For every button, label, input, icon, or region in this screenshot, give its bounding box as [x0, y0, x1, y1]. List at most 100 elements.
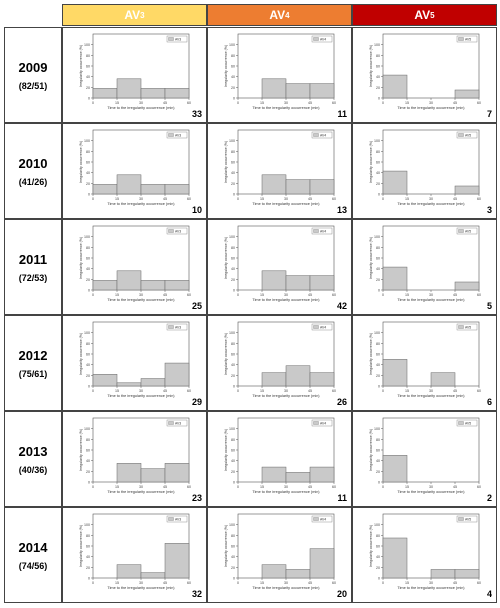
y-tick-label: 100: [229, 331, 235, 335]
x-tick-label: 30: [429, 389, 433, 393]
x-tick-label: 0: [382, 293, 384, 297]
x-tick-label: 30: [139, 389, 143, 393]
x-tick-label: 0: [382, 389, 384, 393]
y-tick-label: 0: [378, 97, 380, 101]
y-tick-label: 0: [378, 385, 380, 389]
y-tick-label: 40: [376, 555, 380, 559]
x-axis-label: Time to the irregularity occurrence (min…: [252, 394, 320, 398]
y-tick-label: 0: [233, 97, 235, 101]
y-tick-label: 40: [86, 171, 90, 175]
y-tick-label: 60: [231, 65, 235, 69]
x-tick-label: 0: [237, 197, 239, 201]
legend-box: [456, 35, 478, 43]
panel-count-label: 29: [191, 397, 202, 407]
y-tick-label: 60: [86, 353, 90, 357]
y-tick-label: 100: [84, 139, 90, 143]
bar-chart-svg: 0 20 40 60 80 100 0 15 30 45 60 Time to the irregul…: [79, 417, 191, 494]
x-tick-label: 60: [477, 197, 481, 201]
y-tick-label: 20: [231, 566, 235, 570]
bar: [285, 569, 311, 579]
y-tick-label: 0: [378, 193, 380, 197]
row-year: 2014: [18, 539, 48, 555]
panel-count-label: 42: [336, 301, 347, 311]
x-axis-label: Time to the irregularity occurrence (min…: [107, 394, 175, 398]
x-tick-label: 0: [382, 581, 384, 585]
bar-chart-svg: 0 20 40 60 80 100 0 15 30 45 60 Time to the irregul…: [369, 321, 481, 398]
bar-chart-svg: 0 20 40 60 80 100 0 15 30 45 60 Time to the irregul…: [224, 321, 336, 398]
y-tick-label: 40: [86, 459, 90, 463]
y-tick-label: 80: [376, 150, 380, 154]
panel-count-label: 32: [191, 589, 202, 599]
legend-box: [456, 515, 478, 523]
y-tick-label: 60: [86, 65, 90, 69]
bar: [382, 455, 408, 483]
y-tick-label: 20: [86, 374, 90, 378]
chart-panel-2014-AV4: 0 20 40 60 80 100 0 15 30 45 60 Time to the irregul…: [207, 507, 352, 603]
x-axis-label: Time to the irregularity occurrence (min…: [107, 490, 175, 494]
bar: [454, 89, 480, 99]
legend-box: [166, 227, 188, 235]
legend-label: AV4: [320, 229, 326, 233]
y-tick-label: 60: [376, 545, 380, 549]
y-tick-label: 60: [231, 449, 235, 453]
legend-label: AV3: [175, 421, 181, 425]
legend-swatch: [313, 421, 319, 425]
y-axis-label: Irregularity occurrence (%): [224, 525, 228, 567]
x-tick-label: 45: [453, 197, 457, 201]
panel-count-label: 11: [337, 109, 347, 119]
row-year: 2010: [18, 155, 48, 171]
y-tick-label: 80: [86, 534, 90, 538]
bar: [164, 463, 190, 483]
column-header-subscript: 3: [140, 10, 145, 20]
y-tick-label: 80: [231, 54, 235, 58]
y-tick-label: 100: [84, 331, 90, 335]
bar: [285, 83, 311, 99]
x-tick-label: 0: [92, 485, 94, 489]
bar: [430, 569, 456, 579]
legend-swatch: [168, 517, 174, 521]
bar-chart-svg: 0 20 40 60 80 100 0 15 30 45 60 Time to the irregul…: [79, 33, 191, 110]
legend-label: AV5: [465, 421, 471, 425]
x-tick-label: 0: [237, 101, 239, 105]
column-header-av5: AV 5: [352, 4, 497, 26]
bar-chart-svg: 0 20 40 60 80 100 0 15 30 45 60 Time to the irregul…: [369, 417, 481, 494]
x-tick-label: 0: [237, 485, 239, 489]
bar: [382, 74, 408, 99]
x-tick-label: 60: [332, 581, 336, 585]
x-tick-label: 30: [284, 581, 288, 585]
x-tick-label: 45: [163, 389, 167, 393]
column-header-subscript: 5: [430, 10, 435, 20]
y-tick-label: 20: [86, 566, 90, 570]
bar: [116, 463, 142, 483]
x-tick-label: 15: [405, 389, 409, 393]
legend-swatch: [313, 229, 319, 233]
y-axis-label: Irregularity occurrence (%): [369, 45, 373, 87]
bar: [164, 543, 190, 579]
x-tick-label: 45: [163, 581, 167, 585]
x-tick-label: 30: [139, 293, 143, 297]
y-tick-label: 0: [233, 481, 235, 485]
row-label-2009: 2009 (82/51): [4, 27, 62, 123]
x-axis-label: Time to the irregularity occurrence (min…: [107, 202, 175, 206]
y-tick-label: 40: [376, 171, 380, 175]
x-axis-label: Time to the irregularity occurrence (min…: [397, 202, 465, 206]
panel-count-label: 13: [336, 205, 347, 215]
y-tick-label: 20: [231, 86, 235, 90]
chart-panel-2013-AV3: 0 20 40 60 80 100 0 15 30 45 60 Time to the irregul…: [62, 411, 207, 507]
x-tick-label: 60: [332, 197, 336, 201]
x-axis-label: Time to the irregularity occurrence (min…: [252, 106, 320, 110]
bar: [116, 564, 142, 579]
legend-swatch: [313, 325, 319, 329]
bar: [382, 359, 408, 387]
y-axis-label: Irregularity occurrence (%): [369, 429, 373, 471]
panel-count-label: 33: [191, 109, 202, 119]
bar-chart-svg: 0 20 40 60 80 100 0 15 30 45 60 Time to the irregul…: [224, 513, 336, 590]
bar: [164, 280, 190, 291]
legend-box: [311, 419, 333, 427]
bar: [92, 374, 118, 387]
x-axis-label: Time to the irregularity occurrence (min…: [252, 586, 320, 590]
bar: [164, 88, 190, 99]
chart-panel-2010-AV3: 0 20 40 60 80 100 0 15 30 45 60 Time to the irregul…: [62, 123, 207, 219]
panel-count-label: 4: [486, 589, 492, 599]
y-tick-label: 0: [378, 577, 380, 581]
